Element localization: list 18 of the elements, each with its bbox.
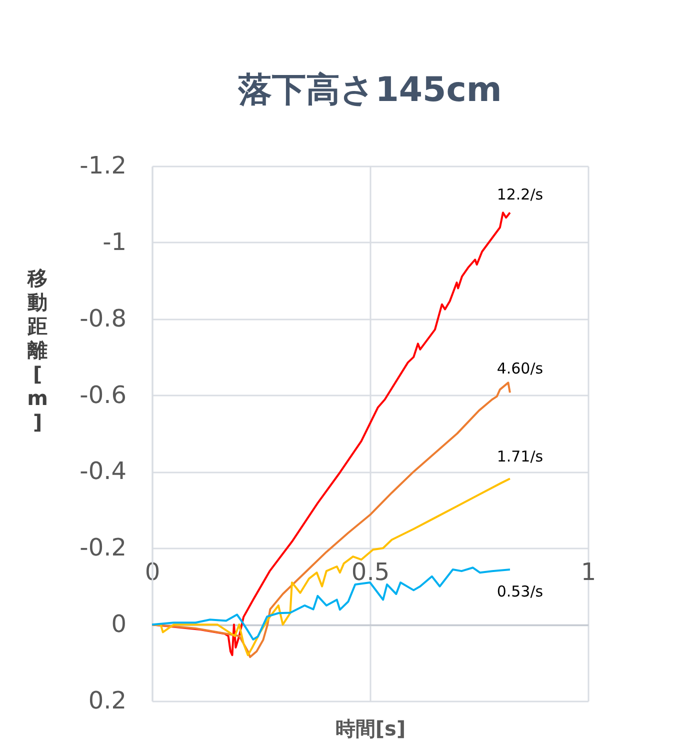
series-label: 12.2/s: [496, 186, 544, 204]
x-axis-title: 時間[s]: [335, 716, 406, 740]
y-tick-label: -1: [102, 228, 126, 256]
series-label: 0.53/s: [496, 582, 544, 601]
y-tick-label: 0.2: [88, 686, 126, 714]
series-label: 4.60/s: [496, 360, 544, 378]
chart-title: 落下高さ145cm: [237, 70, 502, 110]
x-tick-label: 0.5: [351, 558, 390, 586]
y-tick-label: -0.8: [80, 304, 126, 332]
y-tick-label: 0: [111, 610, 126, 638]
x-tick-label: 0: [144, 558, 160, 586]
y-tick-label: -0.4: [80, 457, 126, 486]
y-axis-title: 移動距離[m]: [26, 266, 48, 434]
y-tick-label: -1.2: [80, 152, 126, 180]
series-label: 1.71/s: [496, 448, 544, 466]
y-tick-label: -0.2: [80, 534, 126, 562]
x-tick-label: 1: [580, 558, 596, 586]
y-tick-label: -0.6: [80, 380, 126, 409]
